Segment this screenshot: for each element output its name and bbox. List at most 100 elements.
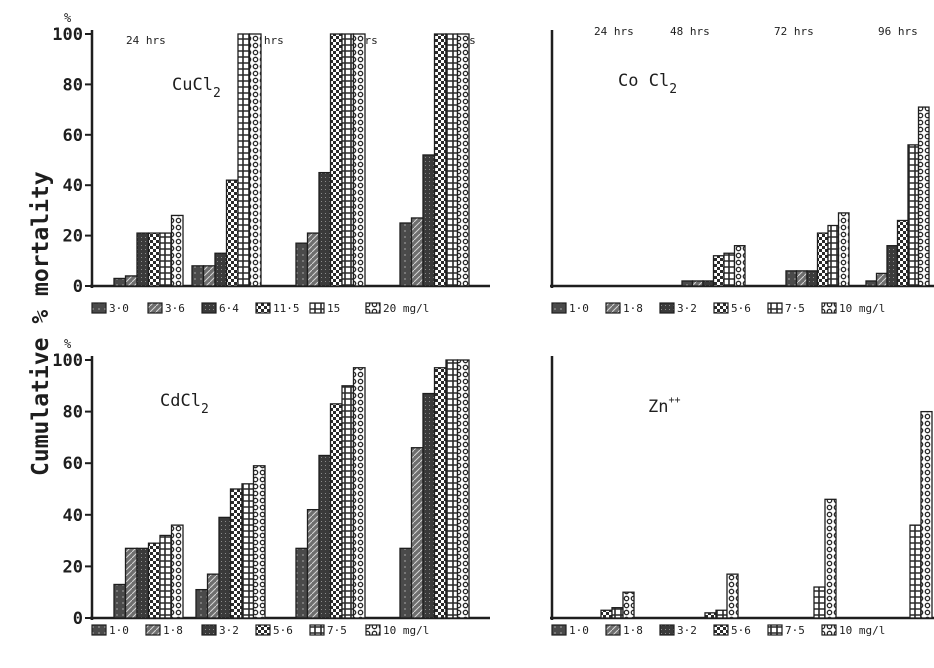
bar	[456, 359, 470, 619]
bar	[715, 609, 728, 619]
bar	[896, 219, 909, 287]
legend-swatch	[659, 624, 675, 636]
y-tick-label: 80	[63, 403, 83, 423]
legend-label: 3·2	[219, 624, 239, 637]
bar	[352, 367, 366, 619]
legend-label: 1·8	[623, 302, 643, 315]
legend-label: 3·6	[165, 302, 185, 315]
bar	[170, 214, 184, 287]
legend-swatch	[91, 302, 107, 314]
legend-swatch	[767, 624, 783, 636]
bar	[214, 252, 228, 287]
bar	[113, 277, 127, 287]
panel-title: CdCl2	[160, 391, 209, 417]
bar	[352, 33, 366, 287]
bar	[225, 179, 239, 287]
panel-cdcl2: 0 20 40 60 80 100% CdCl2 1·0 1·8 3·2 5·6 7·5 10 mg/l	[52, 337, 490, 637]
bar	[124, 547, 138, 619]
bar	[124, 275, 138, 287]
bar	[237, 33, 251, 287]
bar	[712, 255, 725, 287]
legend-swatch	[309, 302, 325, 314]
panel-cocl2: 24 hrs 48 hrs 72 hrs 96 hrs Co Cl2 1·0 1·8 3·2 5…	[550, 25, 934, 315]
bar	[702, 280, 715, 287]
bar	[622, 591, 635, 619]
bar	[147, 232, 161, 287]
legend-swatch	[605, 302, 621, 314]
bar	[399, 222, 413, 287]
legend-swatch	[201, 624, 217, 636]
bar	[827, 224, 840, 287]
legend-swatch	[365, 624, 381, 636]
legend-label: 1·0	[569, 302, 589, 315]
bar	[681, 280, 694, 287]
legend-label: 1·8	[163, 624, 183, 637]
bar	[611, 607, 624, 619]
legend-swatch	[91, 624, 107, 636]
bar	[723, 252, 736, 287]
bar	[318, 454, 332, 619]
bar	[865, 280, 878, 287]
bar	[907, 144, 920, 287]
category-label: 72 hrs	[774, 25, 814, 38]
bar	[813, 586, 826, 619]
legend-swatch	[201, 302, 217, 314]
category-label: 48 hrs	[670, 25, 710, 38]
bar	[136, 232, 150, 287]
legend-label: 7·5	[785, 624, 805, 637]
legend-swatch	[551, 624, 567, 636]
bar	[218, 516, 232, 619]
legend-label: 10 mg/l	[839, 302, 885, 315]
panel-title: Zn++	[648, 395, 681, 417]
legend-swatch	[147, 302, 163, 314]
bar	[195, 588, 209, 619]
bar	[329, 403, 343, 619]
bar	[191, 265, 205, 287]
bar	[875, 272, 888, 287]
legend-swatch	[821, 302, 837, 314]
legend-swatch	[145, 624, 161, 636]
y-tick-label: 60	[63, 126, 83, 146]
bar	[733, 245, 746, 287]
legend-swatch	[365, 302, 381, 314]
legend-swatch	[551, 302, 567, 314]
legend-swatch	[659, 302, 675, 314]
bar	[795, 270, 808, 287]
legend-label: 20 mg/l	[383, 302, 429, 315]
bar	[445, 33, 459, 287]
y-unit-label: %	[64, 11, 72, 25]
bar	[306, 508, 320, 619]
bar	[785, 270, 798, 287]
legend-label: 1·0	[569, 624, 589, 637]
legend-swatch	[255, 624, 271, 636]
category-label: 96 hrs	[878, 25, 918, 38]
legend-swatch	[767, 302, 783, 314]
legend-label: 3·2	[677, 302, 697, 315]
y-tick-label: 20	[63, 557, 83, 577]
y-tick-label: 80	[63, 75, 83, 95]
bar	[410, 447, 424, 619]
bar	[600, 609, 613, 619]
legend-label: 5·6	[273, 624, 293, 637]
bar	[837, 212, 850, 287]
bar	[886, 245, 899, 287]
legend-label: 15	[327, 302, 340, 315]
legend-label: 1·8	[623, 624, 643, 637]
bar	[433, 33, 447, 287]
bar	[422, 154, 436, 287]
bar	[159, 232, 173, 287]
y-tick-label: 0	[73, 609, 83, 629]
bar	[410, 217, 424, 287]
bar	[248, 33, 262, 287]
y-tick-label: 0	[73, 277, 83, 297]
bar	[456, 33, 470, 287]
bar	[229, 488, 243, 619]
bar	[252, 465, 266, 619]
y-tick-label: 100	[52, 25, 83, 45]
bar	[917, 106, 930, 287]
bar	[318, 171, 332, 287]
bar	[824, 498, 837, 619]
bar	[399, 547, 413, 619]
